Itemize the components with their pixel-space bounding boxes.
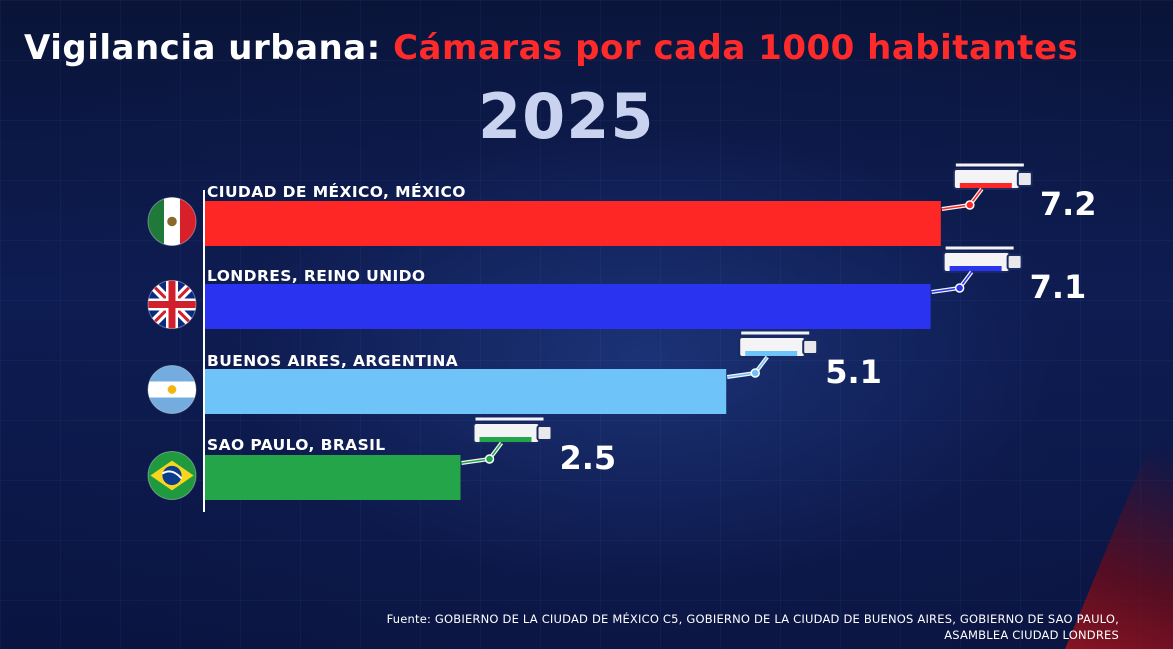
value-label: 2.5 bbox=[560, 439, 617, 477]
category-label: SAO PAULO, BRASIL bbox=[207, 436, 386, 454]
security-camera-icon bbox=[941, 163, 1033, 211]
chart-year: 2025 bbox=[478, 80, 655, 153]
bar bbox=[205, 455, 461, 500]
value-label: 5.1 bbox=[825, 353, 882, 391]
value-label: 7.2 bbox=[1040, 185, 1097, 223]
category-label: LONDRES, REINO UNIDO bbox=[207, 267, 426, 285]
mexico-flag bbox=[147, 197, 197, 246]
source-note: Fuente: GOBIERNO DE LA CIUDAD DE MÉXICO … bbox=[219, 611, 1119, 643]
source-line-2: ASAMBLEA CIUDAD LONDRES bbox=[944, 628, 1119, 642]
value-label: 7.1 bbox=[1030, 268, 1087, 306]
bar bbox=[205, 369, 727, 414]
argentina-flag bbox=[147, 365, 197, 414]
category-label: BUENOS AIRES, ARGENTINA bbox=[207, 352, 458, 370]
chart-title: Vigilancia urbana: Cámaras por cada 1000… bbox=[24, 28, 1078, 68]
category-label: CIUDAD DE MÉXICO, MÉXICO bbox=[207, 182, 466, 201]
bar bbox=[205, 284, 931, 329]
source-line-1: Fuente: GOBIERNO DE LA CIUDAD DE MÉXICO … bbox=[386, 612, 1119, 626]
title-prefix: Vigilancia urbana: bbox=[24, 28, 381, 68]
title-highlight: Cámaras por cada 1000 habitantes bbox=[393, 28, 1079, 68]
bar bbox=[205, 201, 941, 246]
uk-flag bbox=[147, 280, 197, 329]
brazil-flag bbox=[147, 451, 197, 500]
security-camera-icon bbox=[931, 246, 1023, 294]
security-camera-icon bbox=[461, 417, 553, 465]
security-camera-icon bbox=[726, 331, 819, 379]
